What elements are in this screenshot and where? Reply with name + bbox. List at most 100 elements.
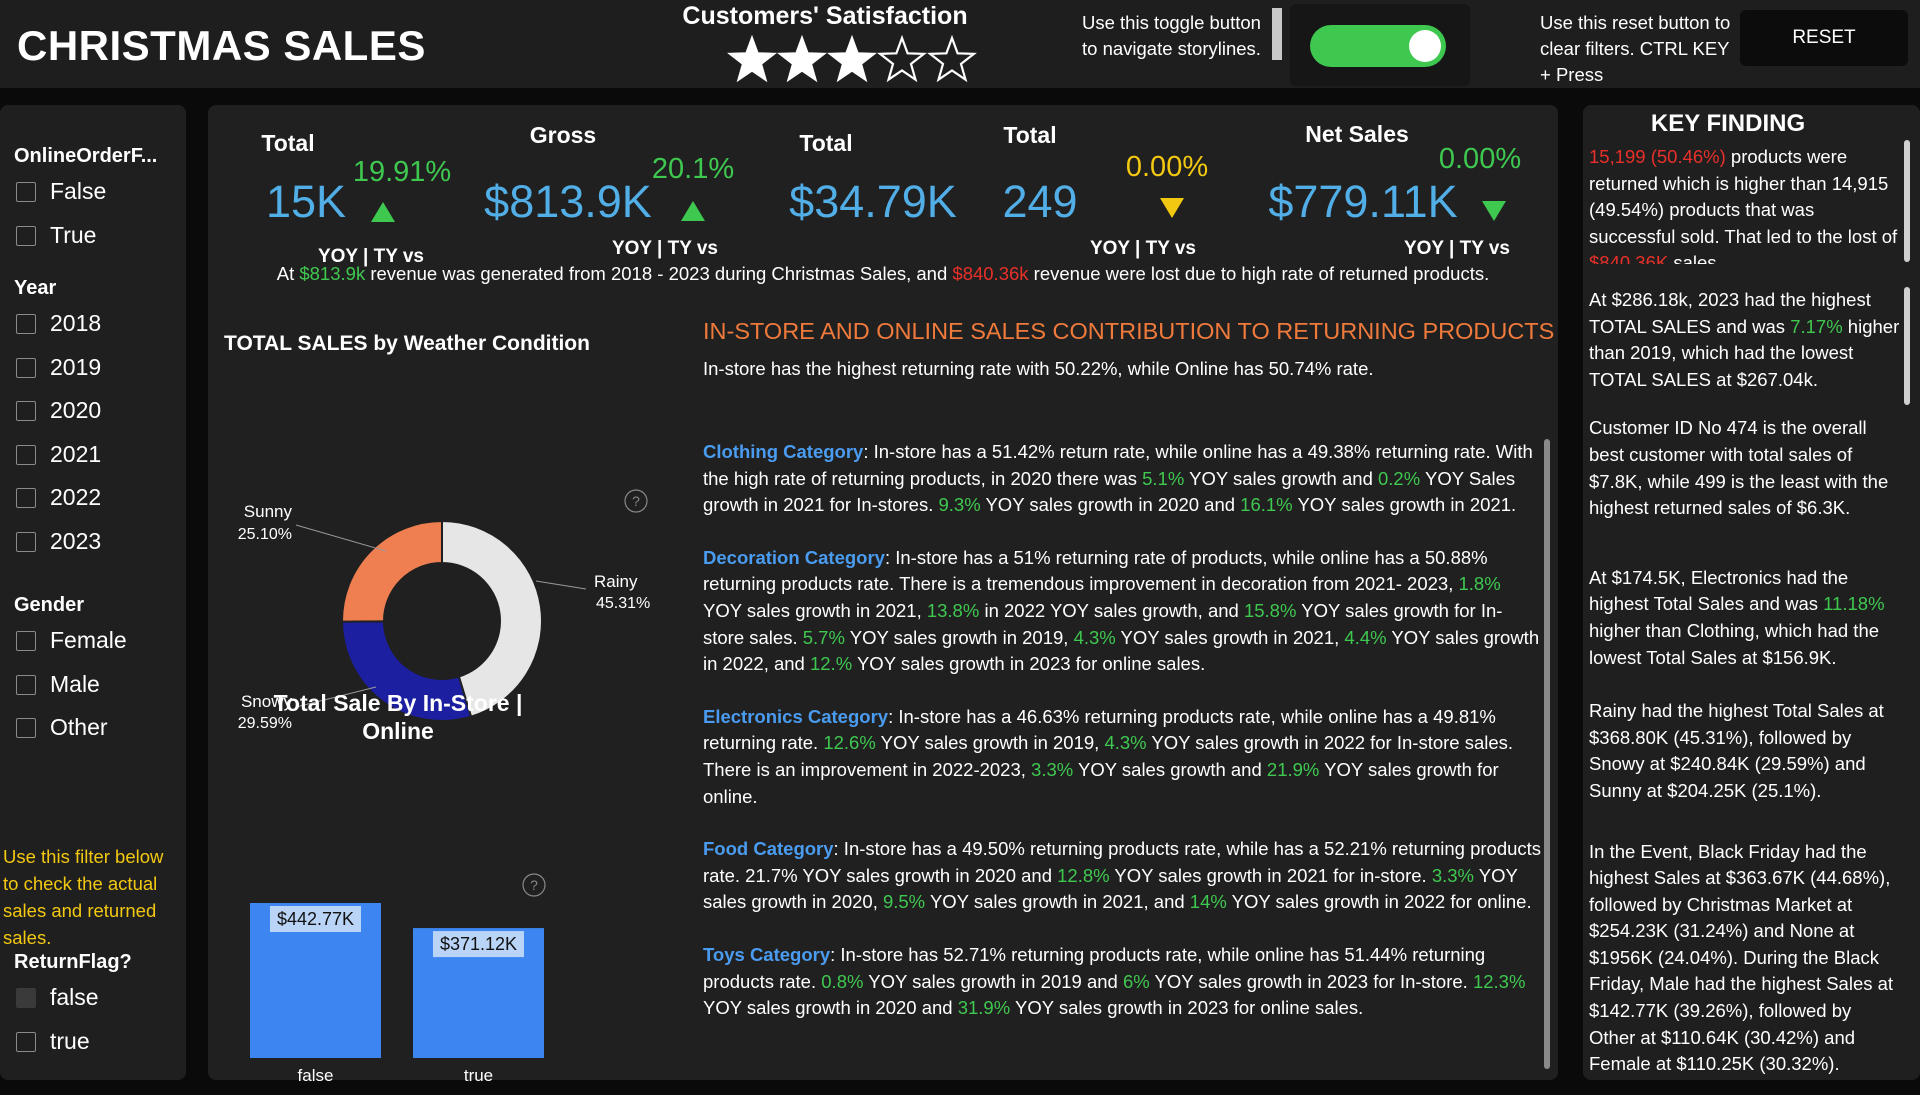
star-filled — [727, 34, 777, 83]
text-run: YOY sales growth in 2023 for online sale… — [1010, 997, 1364, 1019]
trend-triangle — [681, 201, 705, 221]
help-icon — [624, 489, 648, 513]
star-filled — [777, 34, 827, 83]
filter-option: 2021 — [50, 440, 102, 467]
paragraph: Food Category: In-store has a 49.50% ret… — [703, 836, 1543, 916]
text-run: : In-store has a 51.42% return rate, whi… — [703, 441, 1533, 489]
filter-option: True — [50, 221, 97, 248]
label-bg — [270, 906, 361, 932]
star-empty — [877, 34, 927, 83]
text-run: 15,199 (50.46%) — [1589, 146, 1726, 167]
checkbox[interactable] — [16, 1031, 36, 1052]
filter-title: ReturnFlag? — [14, 951, 132, 973]
checkbox[interactable] — [16, 444, 36, 465]
text-run: At $286.18k, 2023 had the highest TOTAL … — [1589, 289, 1871, 337]
filter-option: 2019 — [50, 353, 102, 380]
checkbox[interactable] — [16, 357, 36, 378]
filter-option: 2023 — [50, 527, 102, 554]
checkbox[interactable] — [16, 488, 36, 508]
text-run: 12.3% — [1472, 970, 1526, 992]
text-run: YOY sales growth for In-store sales. — [703, 599, 1503, 648]
kpi-row: Total 15K 19.91% YOY | TY vs Gross $813.9K 20.… — [208, 105, 1558, 267]
checkbox[interactable] — [16, 314, 36, 334]
checkbox[interactable] — [16, 225, 36, 246]
key-finding-title: KEY FINDING — [1650, 110, 1806, 137]
paragraph: At $286.18k, 2023 had the highest TOTAL … — [1589, 287, 1901, 393]
bar-title: Total Sale By In-Store | Online — [273, 690, 523, 744]
checkbox[interactable] — [16, 674, 36, 695]
text-run: : In-store has 52.71% returning products… — [703, 943, 1486, 992]
kpi-value: 249 — [1002, 176, 1078, 227]
text-run: Rainy had the highest Total Sales at $36… — [1589, 700, 1884, 801]
text-run: YOY sales growth in 2022 for In-store sa… — [703, 732, 1514, 780]
text-run: revenue were lost due to high rate of re… — [1028, 263, 1490, 284]
kpi-value: 15K — [265, 176, 347, 227]
text-run: At — [276, 263, 300, 284]
bar-chart: $442.77K false $371.12K true? — [250, 873, 546, 1085]
checkbox[interactable] — [16, 988, 36, 1008]
text-run: YOY sales growth in 2021. — [1292, 494, 1517, 516]
checkbox[interactable] — [16, 531, 36, 552]
text-run: 4.3% — [1073, 626, 1116, 648]
key-finding-top: 15,199 (50.46%) products were returned w… — [1589, 144, 1901, 264]
text-run: YOY sales growth in 2020 and — [980, 494, 1241, 516]
reset-button[interactable]: RESET — [1740, 10, 1908, 66]
paragraph: Electronics Category: In-store has a 46.… — [703, 704, 1543, 810]
toggle-note: Use this toggle button to navigate story… — [1082, 12, 1261, 59]
text-run: 14% — [1189, 891, 1227, 913]
text-run: 4.3% — [1104, 732, 1147, 754]
key-finding-panel: KEY FINDING 15,199 (50.46%) products wer… — [1583, 105, 1920, 1080]
donut-chart: Rainy 45.31% Snowy 29.59% Sunny 25.10%? — [238, 489, 650, 732]
reset-note: Use this reset button to clear filters. … — [1540, 12, 1731, 85]
checkbox[interactable] — [16, 182, 36, 202]
text-run: YOY sales growth in 2021, — [703, 599, 927, 621]
filter-option: Female — [50, 627, 127, 653]
help-icon — [522, 873, 546, 897]
text-run: $813.9k — [299, 263, 366, 284]
kpi-label: Total — [261, 130, 315, 156]
main-panel: Total 15K 19.91% YOY | TY vs Gross $813.9K 20.… — [208, 105, 1558, 1085]
checkbox[interactable] — [16, 631, 36, 651]
text-run: 5.1% — [1142, 467, 1185, 489]
leader-line — [535, 580, 587, 590]
text-run: revenue was generated from 2018 - 2023 d… — [365, 263, 953, 284]
text-run: in 2022 YOY sales growth, and — [979, 599, 1244, 621]
text-run: YOY sales growth in 2019, — [875, 732, 1105, 754]
text-run: 16.1% — [1240, 494, 1293, 516]
slice-label: Sunny — [244, 502, 293, 521]
kpi-value: $813.9K — [484, 176, 652, 227]
kpi-label: Total — [1003, 122, 1057, 148]
yoy-label: YOY | TY vs — [1089, 238, 1196, 259]
text-run: 13.8% — [926, 599, 980, 621]
filter-option: Other — [50, 714, 108, 740]
text-run: YOY sales growth in 2022, and — [703, 626, 1540, 675]
text-run: In the Event, Black Friday had the highe… — [1589, 840, 1894, 1075]
divider — [1272, 8, 1282, 60]
x-tick-label: true — [464, 1066, 493, 1085]
scrollbar[interactable] — [1904, 140, 1910, 262]
checkbox[interactable] — [16, 718, 36, 738]
text-run: YOY Sales growth in 2021 for In-stores. — [703, 467, 1516, 516]
checkbox[interactable] — [16, 401, 36, 421]
text-run: products were returned which is higher t… — [1589, 146, 1898, 247]
donut-title: TOTAL SALES by Weather Condition — [224, 332, 590, 355]
help-text: ? — [530, 877, 538, 893]
text-run: YOY sales growth in 2021, and — [925, 891, 1190, 913]
scrollbar[interactable] — [1904, 287, 1910, 405]
text-run: $840.36K — [1589, 252, 1669, 264]
text-run: YOY sales growth in 2021, — [1115, 626, 1345, 648]
slice-value: 45.31% — [596, 595, 650, 612]
text-run: 1.8% — [1458, 573, 1501, 595]
toggle-switch[interactable] — [1310, 25, 1446, 67]
text-run: Electronics Category — [703, 705, 889, 727]
text-run: YOY sales growth in 2019 and — [863, 970, 1123, 992]
text-run: 6% — [1122, 970, 1150, 992]
leader-line — [295, 524, 387, 552]
paragraph: Rainy had the highest Total Sales at $36… — [1589, 698, 1901, 804]
analysis-subtitle: In-store has the highest returning rate … — [703, 358, 1374, 379]
scrollbar[interactable] — [1544, 439, 1550, 1069]
text-run: YOY sales growth in 2021 for in-store. — [1109, 864, 1432, 886]
analysis-text: Clothing Category: In-store has a 51.42%… — [703, 439, 1543, 1072]
text-run: sales. — [1668, 252, 1722, 264]
satisfaction-title: Customers' Satisfaction — [682, 2, 968, 30]
